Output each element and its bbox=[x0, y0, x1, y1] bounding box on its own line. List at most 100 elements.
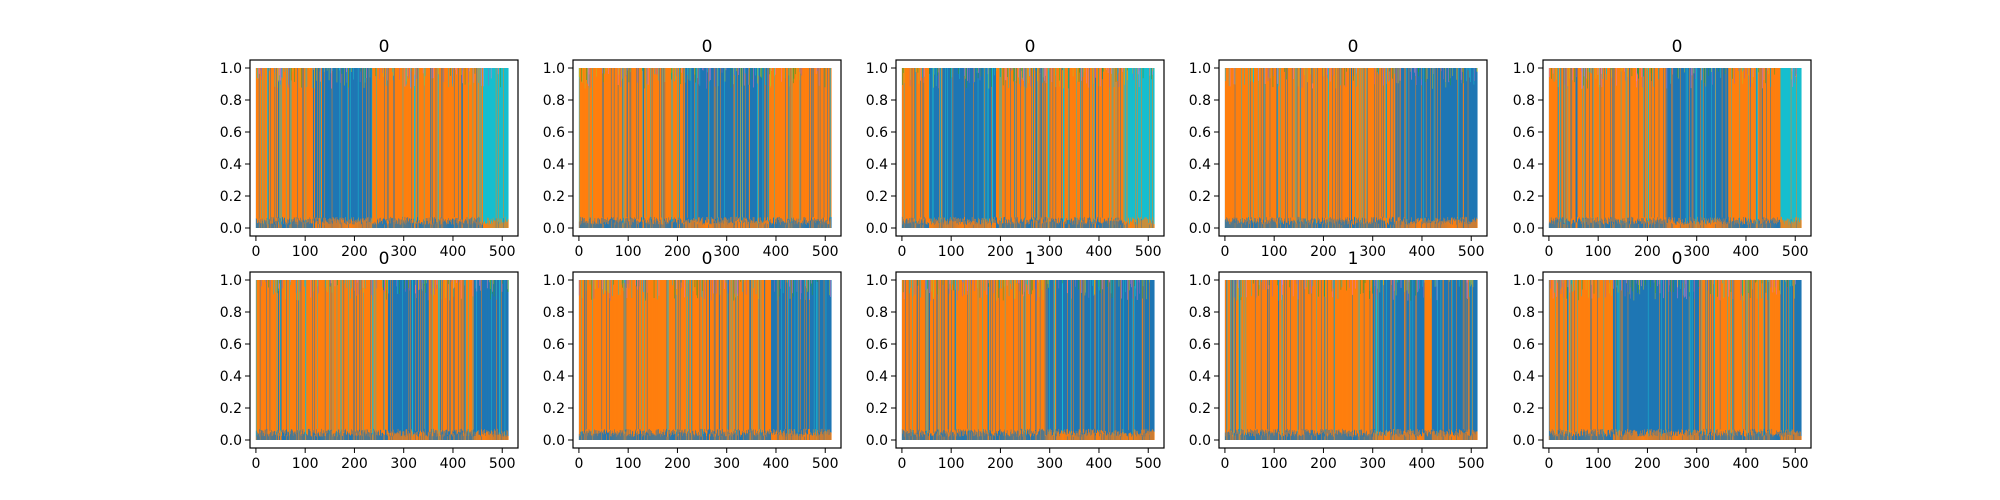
series-low-band bbox=[350, 223, 351, 228]
series-low-band bbox=[1002, 223, 1004, 228]
series-low-band bbox=[387, 221, 389, 228]
series-stripe bbox=[483, 68, 485, 228]
series-low-band bbox=[981, 220, 983, 228]
series-low-band bbox=[453, 224, 455, 228]
series-low-band bbox=[402, 217, 404, 228]
series-low-band bbox=[1247, 221, 1248, 228]
minor-series-spike bbox=[817, 68, 819, 71]
series-stripe bbox=[1049, 68, 1051, 228]
series-stripe bbox=[654, 68, 656, 228]
series-low-band bbox=[413, 222, 414, 228]
series-low-band bbox=[754, 222, 756, 228]
series-low-band bbox=[740, 221, 742, 228]
series-stripe bbox=[583, 68, 585, 228]
series-stripe bbox=[1417, 68, 1418, 228]
series-low-band bbox=[1009, 222, 1011, 228]
series-stripe bbox=[997, 68, 999, 228]
series-low-band bbox=[806, 224, 807, 228]
series-low-band bbox=[734, 223, 735, 228]
series-stripe bbox=[1334, 68, 1336, 228]
series-low-band bbox=[1363, 222, 1365, 228]
series-low-band bbox=[727, 224, 729, 228]
series-stripe bbox=[787, 68, 789, 228]
series-stripe bbox=[316, 68, 318, 228]
series-stripe bbox=[716, 68, 718, 228]
series-stripe bbox=[994, 68, 996, 228]
minor-series-spike bbox=[364, 68, 366, 83]
series-low-band bbox=[1097, 221, 1099, 228]
series-stripe bbox=[494, 68, 496, 228]
series-stripe bbox=[391, 68, 393, 228]
series-stripe bbox=[1126, 68, 1127, 228]
series-stripe bbox=[497, 68, 499, 228]
series-stripe bbox=[1564, 68, 1566, 228]
series-low-band bbox=[1325, 222, 1327, 228]
series-low-band bbox=[1417, 219, 1419, 228]
series-low-band bbox=[1611, 223, 1613, 228]
series-stripe bbox=[362, 68, 364, 228]
series-low-band bbox=[1602, 223, 1604, 228]
series-stripe bbox=[1332, 68, 1334, 228]
series-low-band bbox=[1609, 218, 1611, 228]
series-stripe bbox=[1428, 68, 1430, 228]
series-low-band bbox=[1581, 223, 1583, 228]
series-low-band bbox=[640, 221, 641, 228]
series-low-band bbox=[1322, 223, 1324, 228]
series-low-band bbox=[1073, 224, 1075, 228]
series-low-band bbox=[1370, 221, 1372, 228]
series-stripe bbox=[453, 68, 455, 228]
series-stripe bbox=[603, 68, 604, 228]
series-stripe bbox=[1094, 68, 1096, 228]
series-stripe bbox=[778, 68, 780, 228]
series-stripe bbox=[954, 68, 956, 228]
series-low-band bbox=[828, 224, 830, 228]
series-stripe bbox=[1237, 68, 1239, 228]
series-low-band bbox=[690, 220, 692, 228]
series-stripe bbox=[748, 68, 750, 228]
series-low-band bbox=[717, 222, 719, 228]
series-low-band bbox=[291, 219, 293, 228]
series-low-band bbox=[1469, 221, 1471, 228]
series-stripe bbox=[355, 68, 357, 228]
series-low-band bbox=[1405, 222, 1407, 228]
series-low-band bbox=[468, 220, 470, 228]
series-low-band bbox=[1457, 219, 1459, 228]
series-low-band bbox=[1067, 220, 1069, 228]
series-low-band bbox=[1012, 222, 1014, 228]
minor-series-spike bbox=[1013, 68, 1015, 82]
series-stripe bbox=[998, 68, 1000, 228]
series-stripe bbox=[1452, 68, 1453, 228]
series-low-band bbox=[757, 218, 759, 228]
series-low-band bbox=[1013, 222, 1015, 228]
series-stripe bbox=[926, 68, 928, 228]
series-stripe bbox=[941, 68, 943, 228]
series-stripe bbox=[364, 68, 366, 228]
series-stripe bbox=[1086, 68, 1088, 228]
series-stripe bbox=[1236, 68, 1238, 228]
series-stripe bbox=[979, 68, 981, 228]
series-stripe bbox=[951, 68, 953, 228]
series-stripe bbox=[1460, 68, 1462, 228]
series-low-band bbox=[1460, 217, 1462, 228]
series-low-band bbox=[445, 221, 447, 228]
series-low-band bbox=[1468, 221, 1470, 228]
series-low-band bbox=[1014, 218, 1016, 228]
series-low-band bbox=[426, 218, 428, 228]
series-stripe bbox=[635, 68, 637, 228]
series-low-band bbox=[990, 220, 991, 228]
series-stripe bbox=[680, 68, 682, 228]
series-low-band bbox=[1327, 216, 1329, 228]
series-low-band bbox=[1332, 223, 1334, 228]
series-low-band bbox=[1424, 217, 1426, 228]
series-low-band bbox=[976, 222, 978, 228]
series-stripe bbox=[1436, 68, 1438, 228]
series-stripe bbox=[805, 68, 806, 228]
series-stripe bbox=[1573, 68, 1574, 228]
series-stripe bbox=[1474, 68, 1476, 228]
series-stripe bbox=[1341, 68, 1343, 228]
minor-series-spike bbox=[588, 68, 590, 75]
series-low-band bbox=[820, 220, 822, 228]
series-stripe bbox=[1553, 68, 1555, 228]
series-low-band bbox=[671, 217, 672, 228]
series-low-band bbox=[1606, 223, 1608, 228]
